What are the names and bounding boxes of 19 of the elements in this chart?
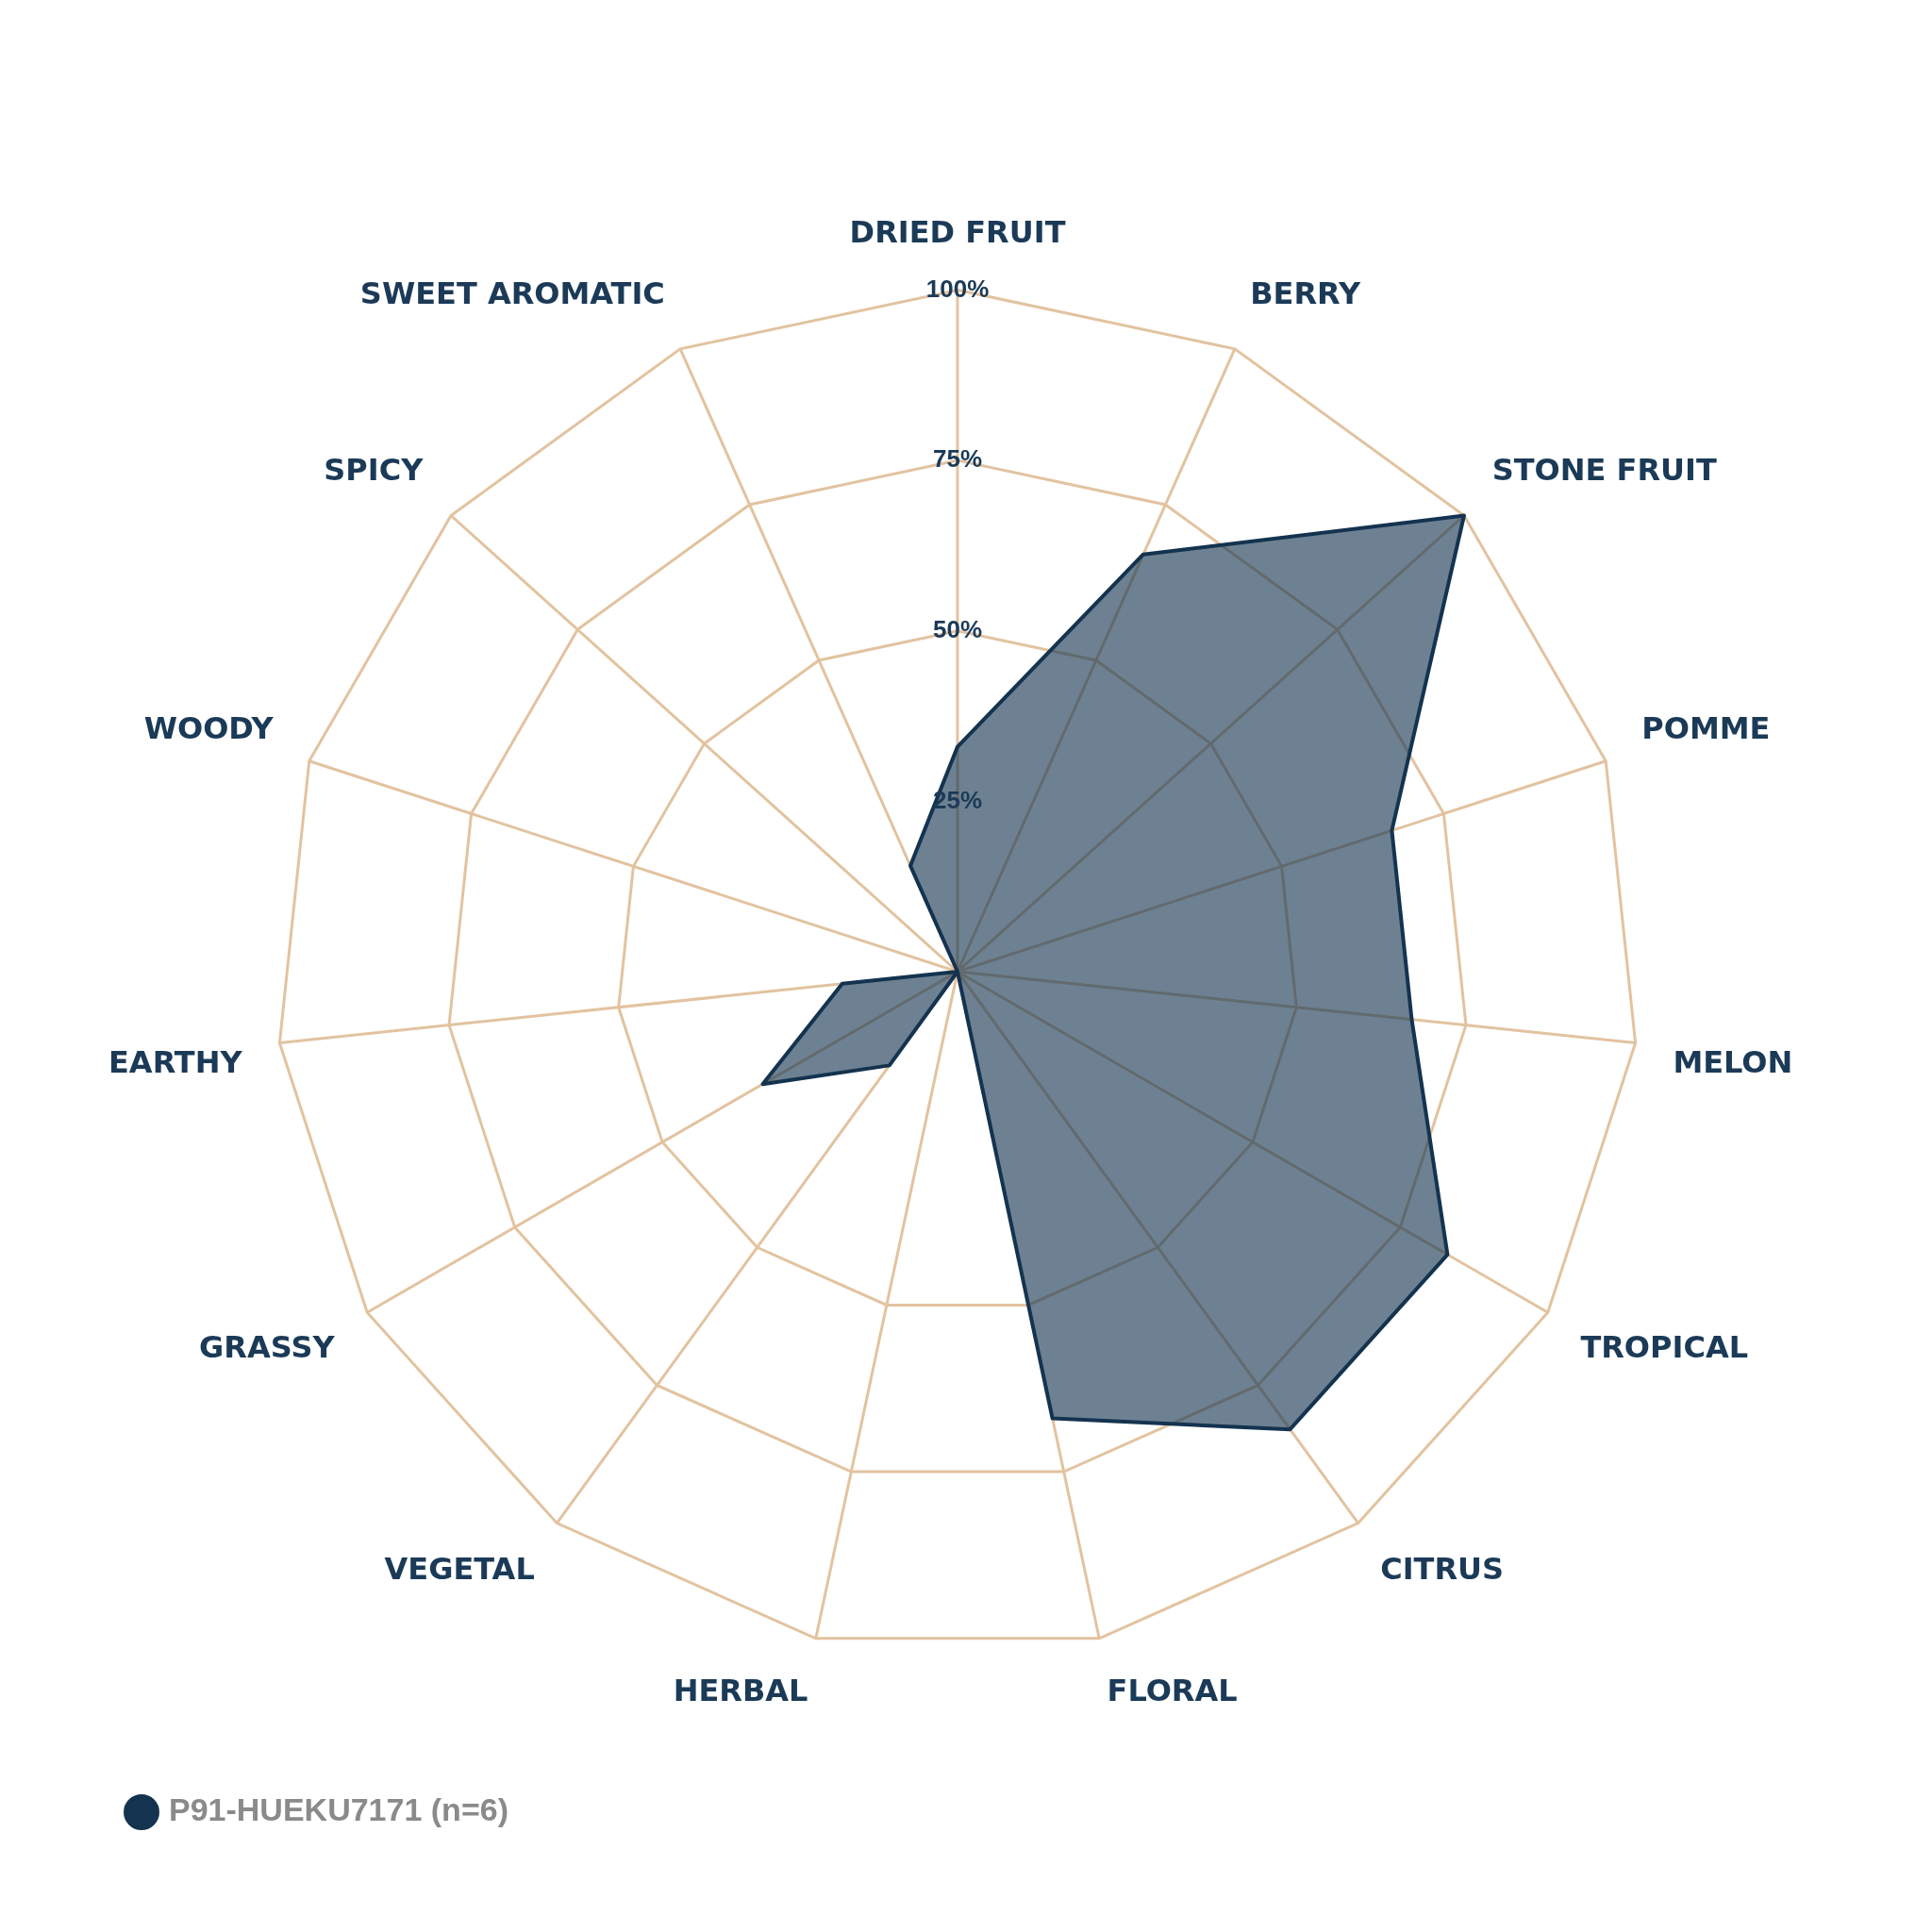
y-tick-label: 100% — [925, 274, 990, 303]
spoke-label: DRIED FRUIT — [849, 213, 1066, 250]
spoke-label: SWEET AROMATIC — [359, 275, 665, 312]
spoke-label: FLORAL — [1107, 1673, 1238, 1709]
spoke-label: WOODY — [143, 710, 275, 747]
legend-label: P91-HUEKU7171 (n=6) — [169, 1791, 508, 1828]
spoke-label: POMME — [1641, 710, 1771, 747]
spoke-label: CITRUS — [1380, 1551, 1505, 1588]
spoke-label: BERRY — [1250, 275, 1361, 312]
spoke-label: SPICY — [324, 451, 425, 488]
spoke-label: HERBAL — [673, 1673, 808, 1709]
spoke-label: GRASSY — [199, 1328, 336, 1365]
spoke-label: MELON — [1673, 1044, 1793, 1081]
spoke-label: VEGETAL — [384, 1551, 535, 1588]
y-tick-label: 75% — [932, 444, 983, 474]
spoke-label: TROPICAL — [1580, 1328, 1749, 1365]
spoke-label: STONE FRUIT — [1491, 451, 1717, 488]
spoke-label: EARTHY — [108, 1044, 243, 1081]
y-tick-label: 50% — [932, 614, 983, 643]
